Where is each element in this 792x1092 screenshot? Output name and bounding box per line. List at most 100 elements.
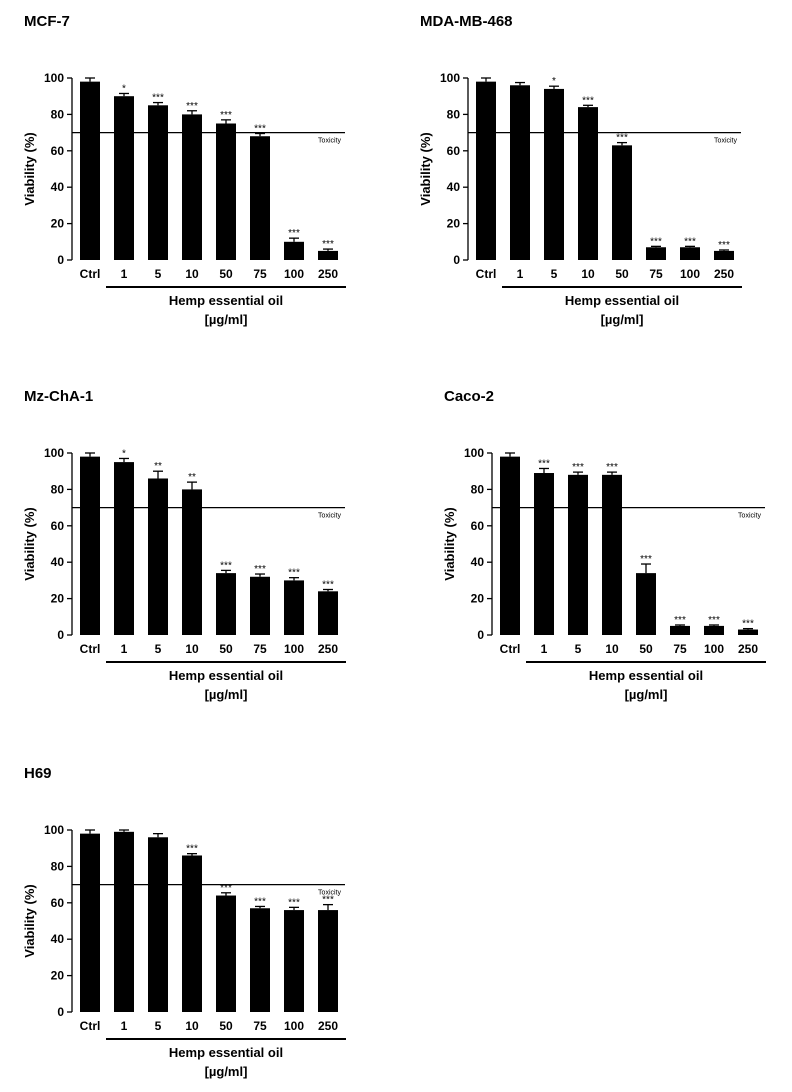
- x-tick-label: 100: [284, 642, 304, 656]
- bar-1: [114, 96, 134, 260]
- significance-label: *: [552, 76, 556, 87]
- significance-label: ***: [186, 844, 198, 855]
- x-tick-label: 250: [738, 642, 758, 656]
- chart-panel-mcf7: MCF-7 0 20 40 60 80 100 Viability (%) Ctrl * 1 *** 5…: [0, 0, 396, 360]
- significance-label: ***: [288, 228, 300, 239]
- y-tick-label: 60: [447, 144, 461, 158]
- y-axis-label: Viability (%): [22, 507, 37, 580]
- x-axis-unit-label: [µg/ml]: [205, 687, 248, 702]
- significance-label: ***: [572, 462, 584, 473]
- y-tick-label: 20: [471, 592, 485, 606]
- y-tick-label: 20: [51, 217, 65, 231]
- x-tick-label: 50: [639, 642, 653, 656]
- y-tick-label: 40: [51, 932, 65, 946]
- x-axis-unit-label: [µg/ml]: [625, 687, 668, 702]
- chart-title: Mz-ChA-1: [24, 388, 93, 405]
- x-tick-label: 1: [121, 1019, 128, 1033]
- x-tick-label: 1: [517, 267, 524, 281]
- bar-100: [704, 625, 724, 635]
- bar-50: [636, 573, 656, 635]
- chart-panel-h69: H69 0 20 40 60 80 100 Viability (%) Ctrl 1 5 *** 10 *…: [0, 752, 396, 1087]
- y-tick-label: 0: [57, 1005, 64, 1019]
- y-tick-label: 0: [453, 253, 460, 267]
- bar-75: [646, 247, 666, 260]
- y-tick-label: 0: [57, 253, 64, 267]
- y-tick-label: 40: [447, 180, 461, 194]
- significance-label: ***: [606, 462, 618, 473]
- toxicity-label: Toxicity: [318, 138, 341, 145]
- y-tick-label: 60: [51, 144, 65, 158]
- bar-100: [284, 910, 304, 1012]
- x-axis-unit-label: [µg/ml]: [601, 312, 644, 327]
- bar-10: [182, 855, 202, 1012]
- x-tick-label: Ctrl: [476, 267, 497, 281]
- bar-50: [216, 895, 236, 1012]
- significance-label: **: [154, 461, 162, 472]
- y-tick-label: 80: [51, 859, 65, 873]
- y-tick-label: 20: [447, 217, 461, 231]
- x-axis-label: Hemp essential oil: [169, 1045, 283, 1060]
- bar-250: [738, 629, 758, 635]
- y-tick-label: 0: [57, 628, 64, 642]
- significance-label: **: [188, 472, 196, 483]
- chart-title: MDA-MB-468: [420, 13, 513, 30]
- x-axis-label: Hemp essential oil: [565, 293, 679, 308]
- y-tick-label: 80: [51, 107, 65, 121]
- bar-Ctrl: [80, 81, 100, 260]
- bar-5: [568, 474, 588, 635]
- x-axis-label: Hemp essential oil: [169, 668, 283, 683]
- significance-label: ***: [684, 236, 696, 247]
- bar-250: [318, 591, 338, 635]
- y-tick-label: 40: [51, 555, 65, 569]
- bar-250: [318, 910, 338, 1012]
- bar-250: [714, 250, 734, 260]
- bar-10: [578, 107, 598, 261]
- significance-label: ***: [322, 239, 334, 250]
- significance-label: ***: [674, 615, 686, 626]
- x-tick-label: Ctrl: [80, 1019, 101, 1033]
- significance-label: ***: [220, 560, 232, 571]
- significance-label: ***: [322, 895, 334, 906]
- y-tick-label: 100: [44, 446, 64, 460]
- x-tick-label: Ctrl: [80, 267, 101, 281]
- x-tick-label: 100: [680, 267, 700, 281]
- x-tick-label: 75: [673, 642, 687, 656]
- x-tick-label: 1: [541, 642, 548, 656]
- chart-panel-mda-mb-468: MDA-MB-468 0 20 40 60 80 100 Viability (%) Ctrl 1…: [396, 0, 792, 360]
- bar-Ctrl: [476, 81, 496, 260]
- chart-svg: MDA-MB-468 0 20 40 60 80 100 Viability (%) Ctrl 1…: [418, 13, 742, 327]
- bar-5: [148, 837, 168, 1012]
- bar-1: [510, 85, 530, 260]
- significance-label: ***: [718, 240, 730, 251]
- x-tick-label: 5: [575, 642, 582, 656]
- y-tick-label: 20: [51, 592, 65, 606]
- y-tick-label: 60: [51, 896, 65, 910]
- x-tick-label: 5: [551, 267, 558, 281]
- bar-5: [148, 478, 168, 635]
- significance-label: ***: [640, 554, 652, 565]
- significance-label: ***: [538, 458, 550, 469]
- x-tick-label: 5: [155, 1019, 162, 1033]
- significance-label: ***: [186, 101, 198, 112]
- x-tick-label: 250: [318, 642, 338, 656]
- toxicity-label: Toxicity: [318, 513, 341, 520]
- x-tick-label: Ctrl: [80, 642, 101, 656]
- significance-label: ***: [708, 615, 720, 626]
- x-tick-label: 50: [219, 267, 233, 281]
- x-tick-label: 50: [615, 267, 629, 281]
- x-axis-unit-label: [µg/ml]: [205, 312, 248, 327]
- bar-50: [216, 573, 236, 635]
- y-tick-label: 100: [464, 446, 484, 460]
- x-tick-label: 10: [581, 267, 595, 281]
- bar-75: [250, 576, 270, 635]
- bar-10: [182, 114, 202, 261]
- toxicity-label: Toxicity: [738, 513, 761, 520]
- y-tick-label: 60: [51, 519, 65, 533]
- bar-75: [250, 908, 270, 1012]
- x-tick-label: 10: [185, 267, 199, 281]
- significance-label: ***: [254, 124, 266, 135]
- significance-label: ***: [322, 580, 334, 591]
- y-tick-label: 20: [51, 969, 65, 983]
- bar-1: [534, 473, 554, 635]
- y-tick-label: 0: [477, 628, 484, 642]
